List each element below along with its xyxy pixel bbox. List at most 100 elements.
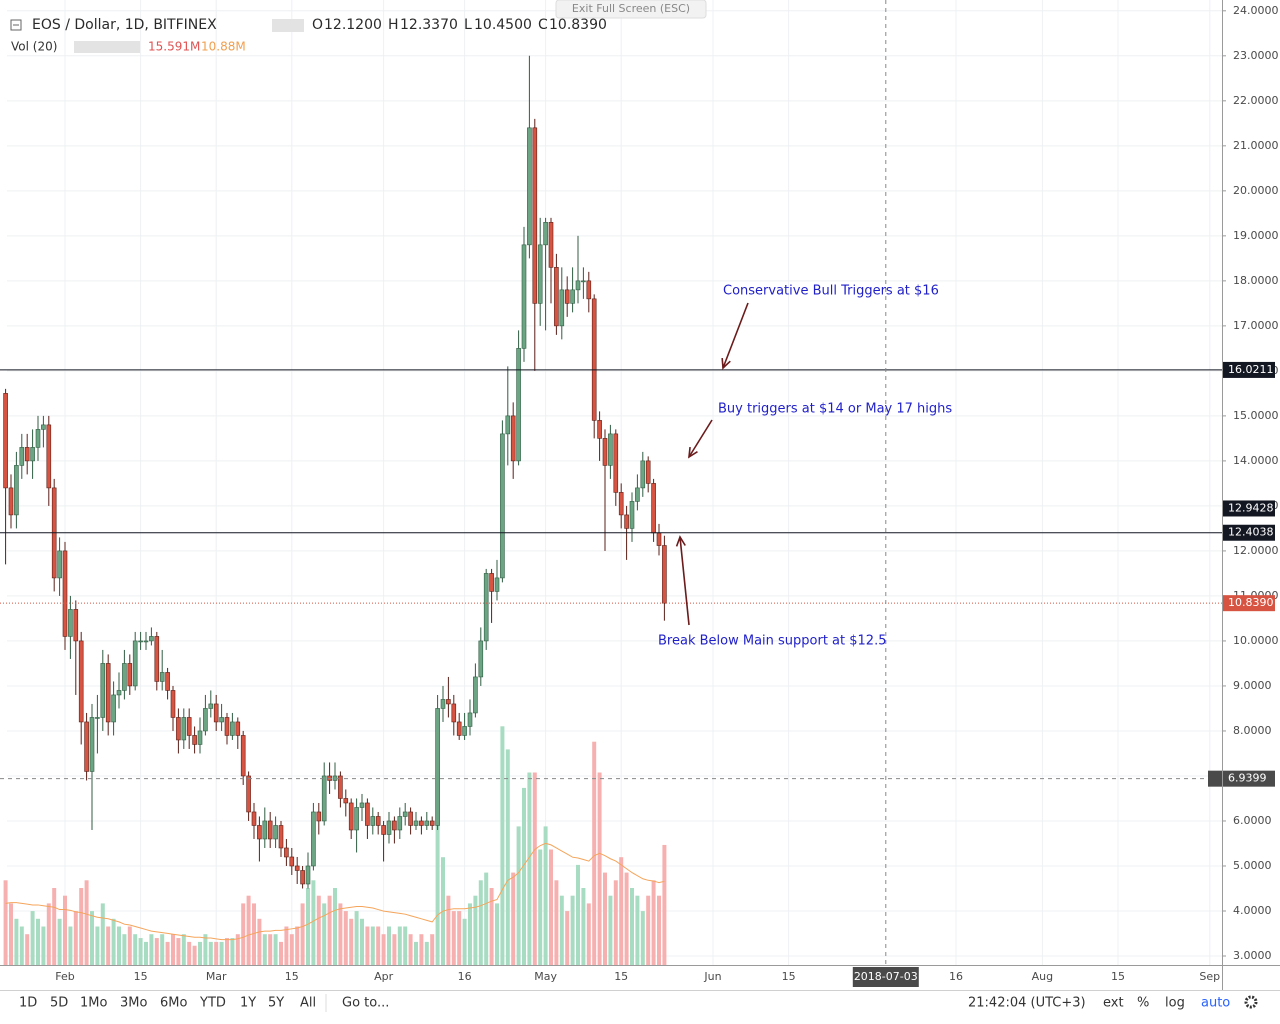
volume-buttons[interactable] — [74, 41, 140, 53]
candle-body — [618, 492, 624, 516]
range-button[interactable]: 6Mo — [160, 996, 187, 1011]
y-tick-label: 12.0000 — [1233, 544, 1279, 557]
volume-bar — [629, 888, 634, 965]
volume-bar — [106, 926, 111, 965]
range-button[interactable]: 5D — [50, 996, 68, 1011]
ext-button[interactable]: ext — [1103, 996, 1124, 1011]
ohlc-key: C — [538, 17, 548, 33]
candle-body — [467, 712, 473, 727]
volume-bar — [316, 895, 321, 965]
volume-bar — [570, 895, 575, 965]
annotation: Buy triggers at $14 or May 17 highs — [718, 402, 952, 417]
candle-body — [240, 735, 246, 777]
volume-bar — [656, 895, 661, 965]
volume-bar — [262, 934, 267, 965]
volume-bar — [57, 918, 62, 965]
volume-bar — [462, 918, 467, 965]
y-tick-label: 15.0000 — [1233, 409, 1279, 422]
range-button[interactable]: 1Y — [240, 996, 256, 1011]
volume-bar — [376, 926, 381, 965]
volume-bar — [127, 926, 132, 965]
header-buttons[interactable] — [272, 19, 304, 32]
range-button[interactable]: 1D — [19, 996, 37, 1011]
goto-button[interactable]: Go to... — [342, 996, 389, 1011]
candle-body — [424, 820, 430, 826]
candle-body — [375, 816, 381, 826]
candle-body — [78, 640, 84, 723]
candle-body — [338, 775, 343, 799]
candle-body — [100, 663, 106, 718]
volume-bar — [224, 938, 229, 965]
candle-body — [19, 447, 25, 466]
settings-button[interactable] — [1244, 995, 1258, 1009]
candle-body — [429, 820, 435, 826]
candle-body — [30, 447, 35, 462]
candle-body — [224, 717, 230, 736]
candle-body — [197, 730, 203, 745]
range-button[interactable]: YTD — [199, 996, 226, 1011]
candle-body — [305, 865, 311, 885]
volume-bar — [89, 911, 94, 965]
candle-body — [316, 811, 322, 822]
volume-bar — [538, 849, 543, 965]
percent-button[interactable]: % — [1137, 996, 1149, 1011]
ohlc-key: L — [464, 17, 472, 33]
candle-body — [521, 244, 527, 349]
volume-bar — [554, 880, 559, 965]
volume-bar — [511, 872, 516, 965]
candle-body — [451, 703, 457, 723]
level-label-box — [1223, 524, 1275, 541]
candle-body — [359, 802, 365, 808]
symbol-title[interactable]: EOS / Dollar, 1D, BITFINEX — [32, 17, 217, 33]
candle-body — [3, 393, 8, 489]
y-tick-label: 20.0000 — [1233, 184, 1279, 197]
volume-bar — [408, 934, 413, 965]
auto-button[interactable]: auto — [1201, 996, 1230, 1011]
tooltip-box[interactable] — [555, 0, 707, 19]
y-tick-label: 17.0000 — [1233, 319, 1279, 332]
annotation-arrowhead — [675, 535, 686, 547]
candle-body — [208, 703, 214, 709]
volume-bar — [343, 911, 348, 965]
volume-bar — [30, 911, 35, 965]
candle-body — [348, 802, 354, 831]
volume-bar — [640, 911, 645, 965]
volume-bar — [451, 911, 456, 965]
candle-body — [289, 856, 295, 867]
candle-body — [419, 820, 424, 826]
x-tick-label: Aug — [1032, 970, 1053, 983]
collapse-icon[interactable] — [10, 19, 22, 31]
candle-body — [435, 708, 440, 826]
range-button[interactable]: 5Y — [268, 996, 284, 1011]
candle-body — [57, 550, 62, 579]
annotation-arrow — [722, 302, 749, 369]
x-tick-label: Mar — [206, 970, 227, 983]
volume-bar — [349, 918, 354, 965]
range-button[interactable]: 1Mo — [80, 996, 107, 1011]
range-button[interactable]: 3Mo — [120, 996, 147, 1011]
marker-label-box — [1223, 500, 1275, 517]
crosshair-add-button[interactable] — [1208, 770, 1222, 787]
volume-bar — [25, 934, 30, 965]
candle-body — [170, 690, 176, 718]
candle-body — [235, 721, 241, 736]
ohlc-key: H — [388, 17, 399, 33]
volume-bar — [500, 726, 505, 965]
x-tick-label: Feb — [55, 970, 74, 983]
candle-body — [343, 798, 349, 804]
x-tick-label: Apr — [374, 970, 394, 983]
candle-body — [478, 640, 484, 678]
tooltip[interactable]: Exit Full Screen (ESC) — [572, 2, 690, 15]
range-button[interactable]: All — [300, 996, 316, 1011]
candle-body — [559, 289, 565, 327]
crosshair-date-box — [852, 967, 919, 987]
log-button[interactable]: log — [1165, 996, 1185, 1011]
annotation-arrow — [679, 536, 690, 626]
volume-bar — [403, 926, 408, 965]
y-tick-label: 6.0000 — [1233, 814, 1272, 827]
volume-bar — [457, 911, 462, 965]
x-tick-label: Jun — [703, 970, 721, 983]
y-tick-label: 24.0000 — [1233, 4, 1279, 17]
crosshair-price-label: 6.9399 — [1228, 772, 1267, 785]
